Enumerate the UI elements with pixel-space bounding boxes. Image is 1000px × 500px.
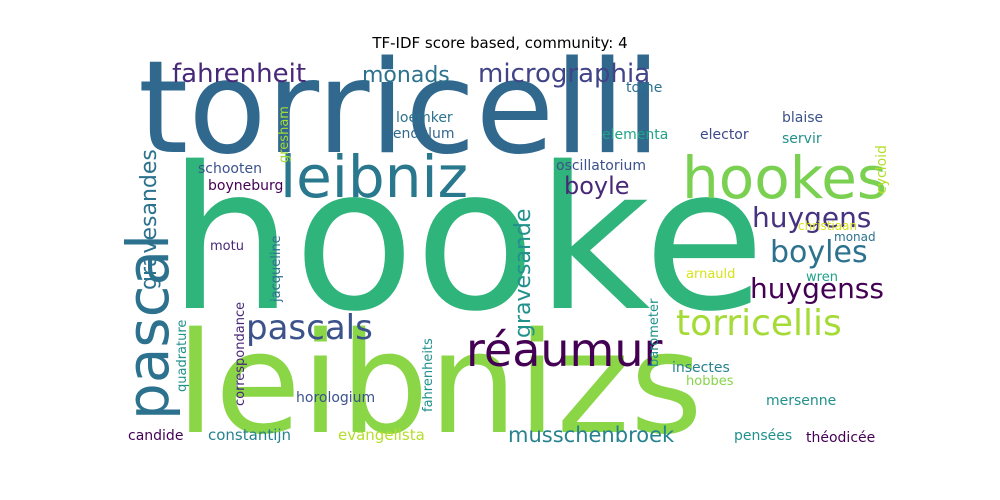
word-correspondance: correspondance — [233, 302, 248, 406]
word-fahrenheits: fahrenheits — [421, 338, 436, 412]
word-motu: motu — [210, 239, 244, 254]
word-réaumur: réaumur — [466, 323, 663, 377]
word-hookes: hookes — [682, 144, 887, 212]
word-pendulum: pendulum — [384, 126, 455, 142]
word-quadrature: quadrature — [175, 320, 190, 392]
word-pascal: pascal — [114, 234, 182, 420]
word-huygenss: huygenss — [750, 272, 884, 305]
word-servir: servir — [782, 131, 822, 147]
word-horologium: horologium — [296, 390, 375, 406]
word-hooke: hooke — [168, 124, 765, 355]
word-gravesande: gravesande — [511, 209, 536, 338]
word-monad: monad — [834, 230, 876, 244]
word-leibnizs: leibnizs — [176, 303, 703, 466]
word-monads: monads — [362, 63, 450, 88]
word-huygens: huygens — [752, 201, 871, 234]
word-schooten: schooten — [198, 161, 262, 177]
word-fahrenheit: fahrenheit — [172, 59, 306, 89]
word-loemker: loemker — [396, 110, 453, 126]
word-torricellis: torricellis — [676, 303, 842, 344]
word-barometer: barometer — [647, 298, 662, 367]
word-musschenbroek: musschenbroek — [508, 423, 675, 447]
word-tome: tome — [626, 80, 662, 96]
word-torricelli: torricelli — [138, 34, 661, 183]
word-elector: elector — [700, 127, 749, 143]
word-wren: wren — [806, 270, 838, 285]
word-oscillatorium: oscillatorium — [556, 158, 646, 174]
word-constantijn: constantijn — [208, 426, 291, 444]
word-leibniz: leibniz — [280, 143, 468, 211]
word-mersenne: mersenne — [766, 393, 836, 409]
word-elementa: elementa — [602, 127, 668, 143]
word-insectes: insectes — [672, 360, 730, 376]
word-boyneburg: boyneburg — [208, 178, 283, 194]
word-micrographia: micrographia — [478, 59, 650, 89]
word-jacqueline: jacqueline — [269, 235, 284, 303]
word-candide: candide — [128, 428, 183, 444]
word-pascals: pascals — [246, 308, 373, 348]
word-arnauld: arnauld — [686, 267, 735, 282]
word-blaise: blaise — [782, 110, 823, 126]
chart-title: TF-IDF score based, community: 4 — [372, 34, 628, 52]
word-théodicée: théodicée — [806, 430, 875, 446]
word-boyles: boyles — [770, 235, 868, 270]
word-christiaan: christiaan — [798, 219, 857, 233]
word-cycloid: cycloid — [874, 145, 890, 194]
word-boyle: boyle — [564, 172, 630, 200]
word-hobbes: hobbes — [686, 374, 734, 389]
word-pensées: pensées — [734, 428, 792, 444]
word-gravesandes: gravesandes — [137, 149, 162, 290]
word-evangelista: evangelista — [338, 426, 425, 444]
word-gresham: gresham — [277, 106, 292, 163]
